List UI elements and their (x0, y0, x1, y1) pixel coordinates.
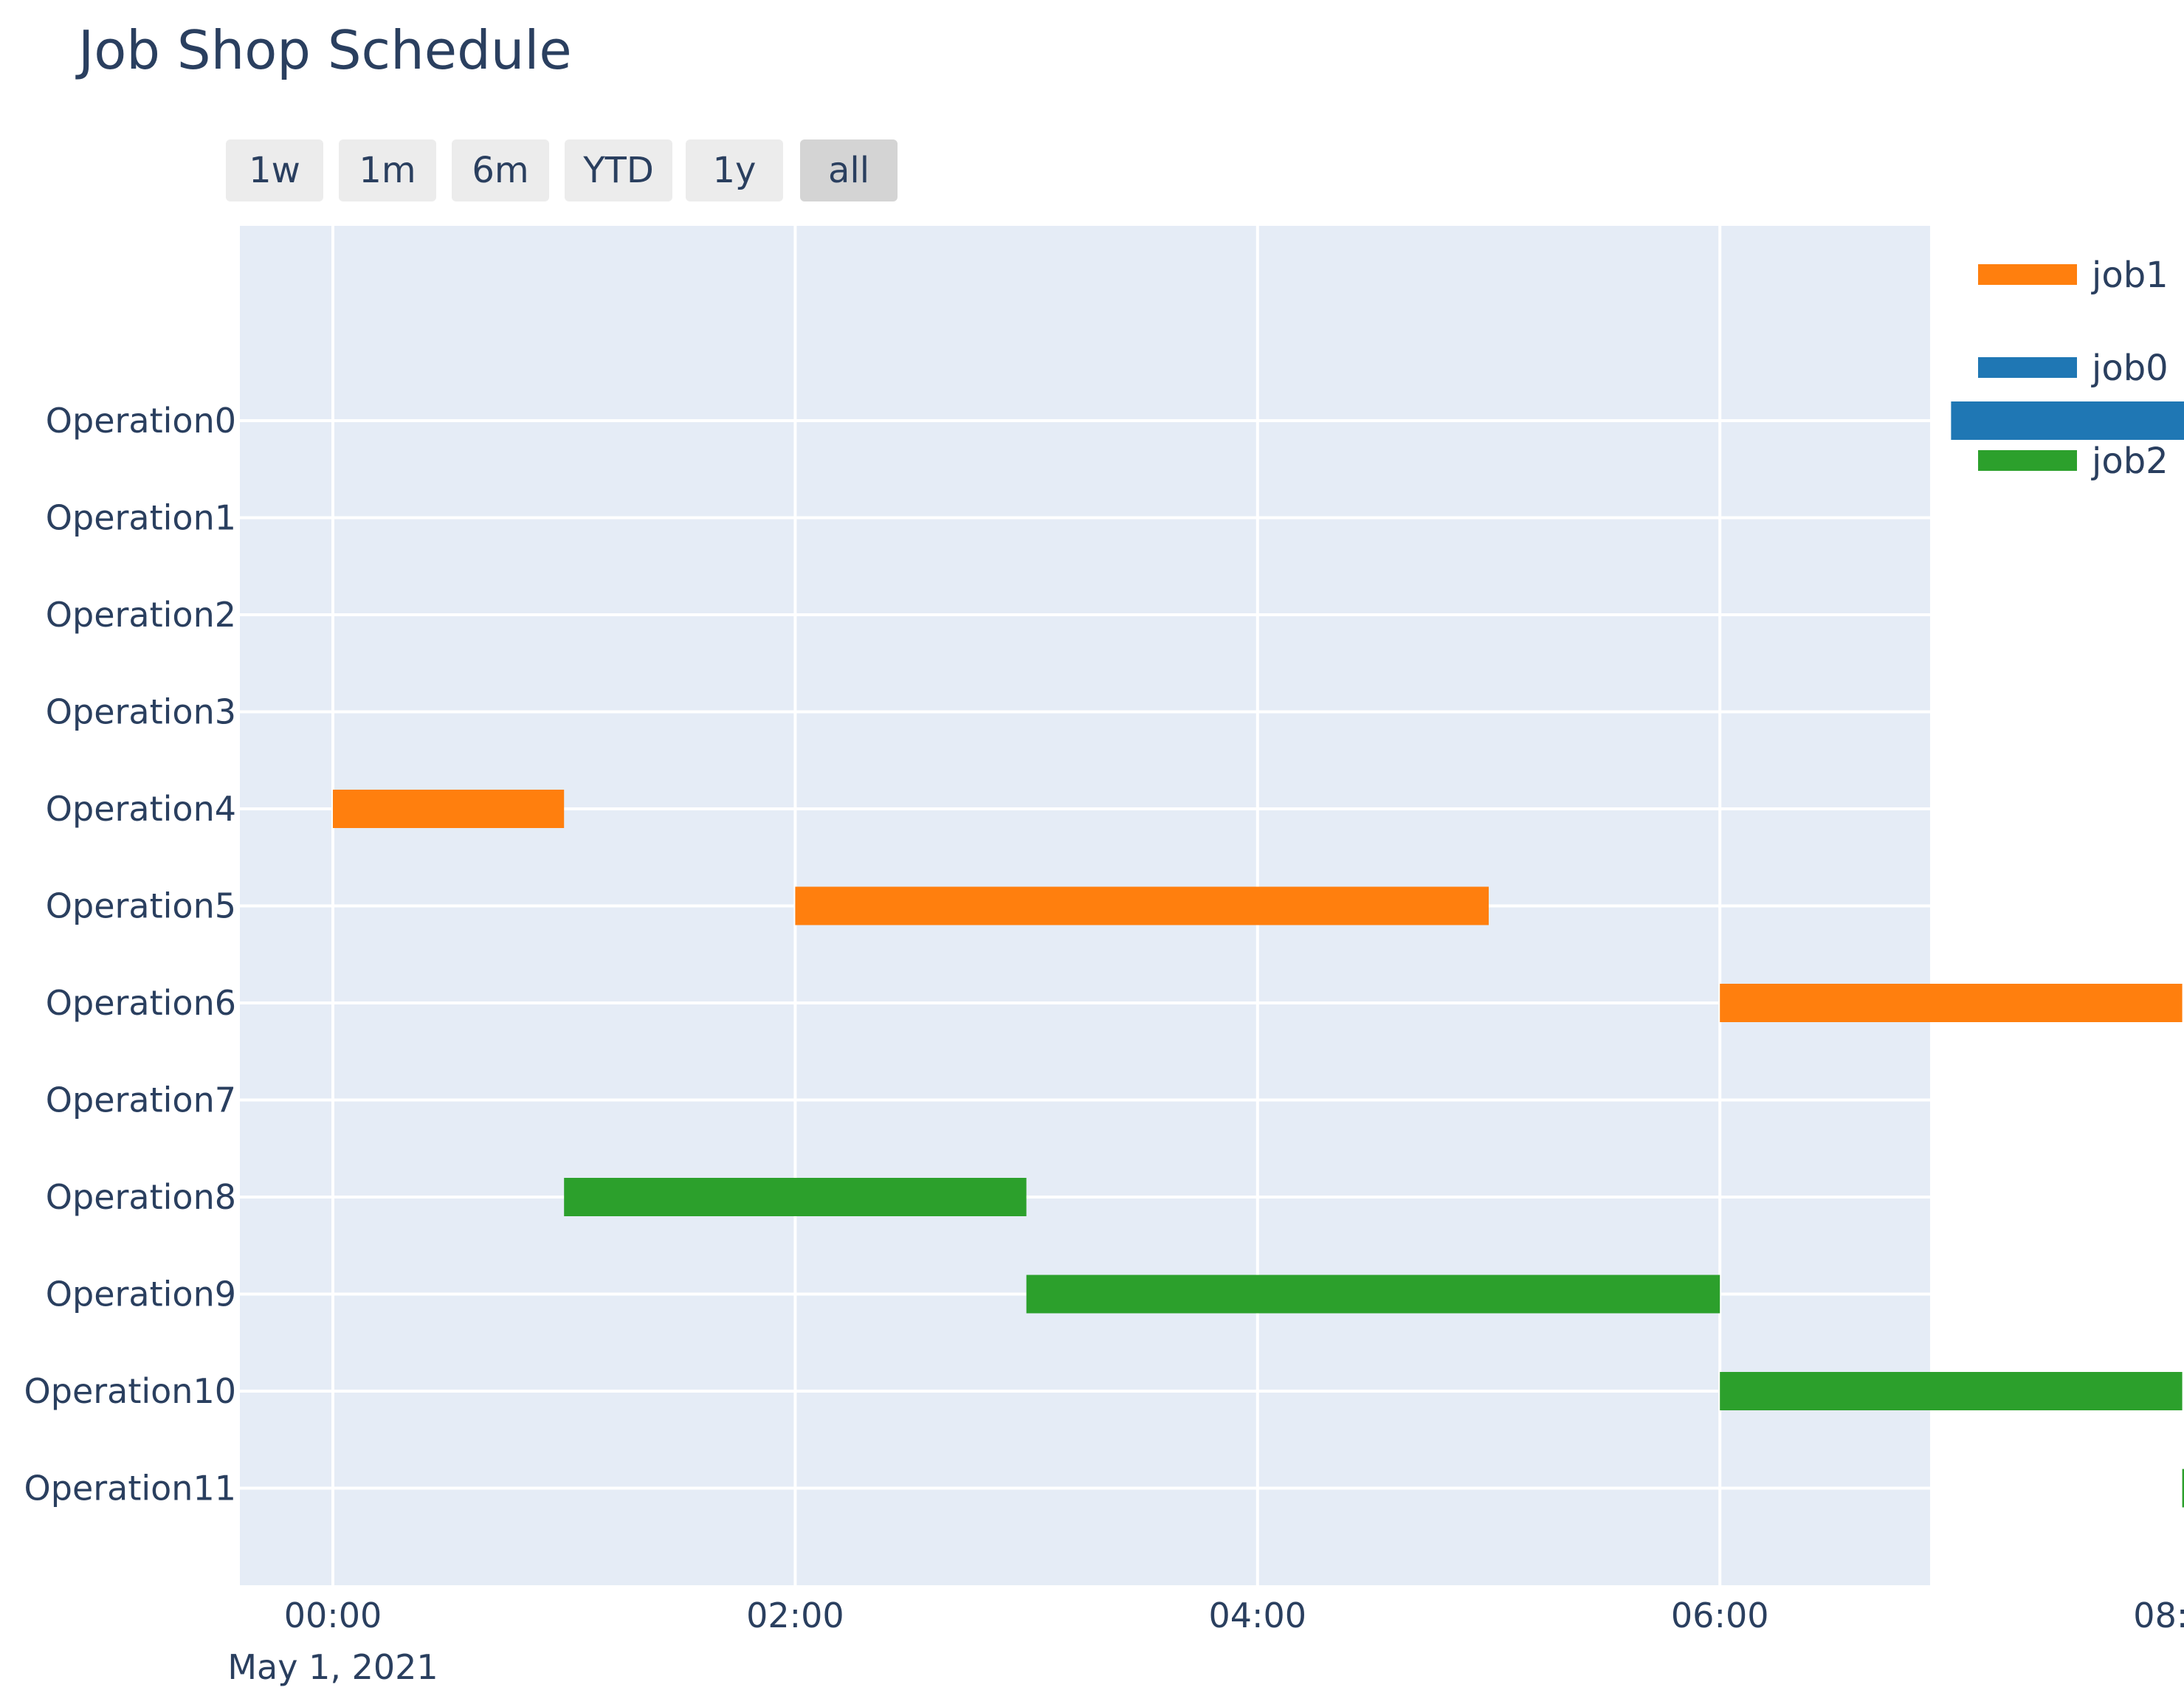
legend-swatch-job0[interactable] (1978, 357, 2077, 378)
range-button-1y[interactable]: 1y (686, 139, 783, 201)
x-tick-label: 06:00 (1671, 1596, 1769, 1635)
grid-lines (240, 226, 2184, 1585)
gantt-bar-operation5[interactable] (795, 886, 1489, 925)
x-tick-label: 04:00 (1209, 1596, 1307, 1635)
bars (333, 401, 2184, 1508)
range-button-1w[interactable]: 1w (226, 139, 323, 201)
gantt-bar-operation8[interactable] (564, 1178, 1027, 1216)
y-tick-label: Operation11 (24, 1469, 236, 1508)
y-tick-label: Operation0 (46, 401, 236, 441)
y-tick-label: Operation5 (46, 886, 236, 926)
x-date-label: May 1, 2021 (227, 1647, 438, 1687)
legend-label-job0[interactable]: job0 (2091, 348, 2169, 389)
legend-swatch-job2[interactable] (1978, 450, 2077, 471)
x-tick-label: 02:00 (746, 1596, 844, 1635)
y-tick-label: Operation2 (46, 595, 236, 635)
y-axis-ticks: Operation0 Operation1 Operation2 Operation3… (24, 401, 236, 1508)
gantt-bar-operation11[interactable] (2182, 1469, 2184, 1508)
y-tick-label: Operation8 (46, 1177, 236, 1217)
legend: job1 job0 job2 (1978, 255, 2169, 482)
legend-swatch-job1[interactable] (1978, 264, 2077, 285)
gantt-bar-operation0[interactable] (1951, 401, 2184, 440)
y-tick-label: Operation10 (24, 1371, 236, 1411)
y-tick-label: Operation6 (46, 983, 236, 1023)
x-tick-label: 08:00 (2133, 1596, 2184, 1635)
legend-label-job2[interactable]: job2 (2091, 441, 2169, 482)
y-tick-label: Operation9 (46, 1275, 236, 1314)
x-tick-label: 00:00 (284, 1596, 382, 1635)
gantt-bar-operation6[interactable] (1720, 984, 2183, 1022)
gantt-bar-operation9[interactable] (1026, 1275, 1720, 1314)
gantt-bar-operation4[interactable] (333, 790, 565, 828)
y-tick-label: Operation1 (46, 498, 236, 538)
range-button-all[interactable]: all (800, 139, 898, 201)
range-button-1m[interactable]: 1m (339, 139, 436, 201)
range-button-6m[interactable]: 6m (452, 139, 549, 201)
range-button-ytd[interactable]: YTD (565, 139, 672, 201)
gantt-bar-operation10[interactable] (1720, 1372, 2183, 1410)
chart-title: Job Shop Schedule (78, 19, 572, 81)
y-tick-label: Operation4 (46, 789, 236, 829)
legend-label-job1[interactable]: job1 (2091, 255, 2169, 296)
y-tick-label: Operation7 (46, 1080, 236, 1120)
y-tick-label: Operation3 (46, 692, 236, 732)
